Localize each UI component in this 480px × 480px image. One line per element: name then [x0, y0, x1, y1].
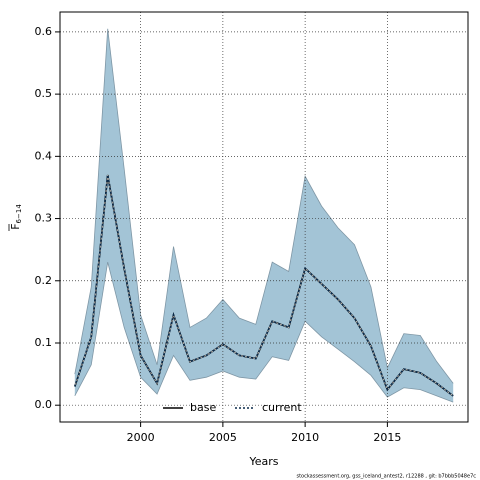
- legend-label: current: [262, 401, 302, 414]
- band-edge: [74, 262, 454, 403]
- band-edge: [74, 28, 454, 384]
- y-tick-label: 0.5: [35, 87, 53, 100]
- series-line: [74, 174, 454, 397]
- y-axis-label-group: F6−14: [8, 204, 23, 231]
- y-tick-label: 0.0: [35, 398, 53, 411]
- plot-frame: [59, 11, 469, 423]
- y-tick-label: 0.3: [35, 212, 53, 225]
- x-axis-label: Years: [248, 455, 278, 468]
- legend-label: base: [190, 401, 216, 414]
- y-tick-label: 0.2: [35, 274, 53, 287]
- y-axis-label-main: F: [9, 223, 22, 229]
- y-axis-label: F6−14: [9, 204, 23, 230]
- footnote: stockassessment.org, gss_iceland_antest2…: [296, 474, 476, 480]
- y-tick-label: 0.6: [35, 25, 53, 38]
- x-tick-label: 2000: [127, 431, 155, 444]
- y-tick-label: 0.1: [35, 336, 53, 349]
- y-axis-label-sub: 6−14: [15, 204, 23, 224]
- y-tick-label: 0.4: [35, 149, 53, 162]
- x-tick-label: 2015: [373, 431, 401, 444]
- confidence-band: [74, 28, 454, 403]
- x-tick-label: 2005: [209, 431, 237, 444]
- x-tick-label: 2010: [291, 431, 319, 444]
